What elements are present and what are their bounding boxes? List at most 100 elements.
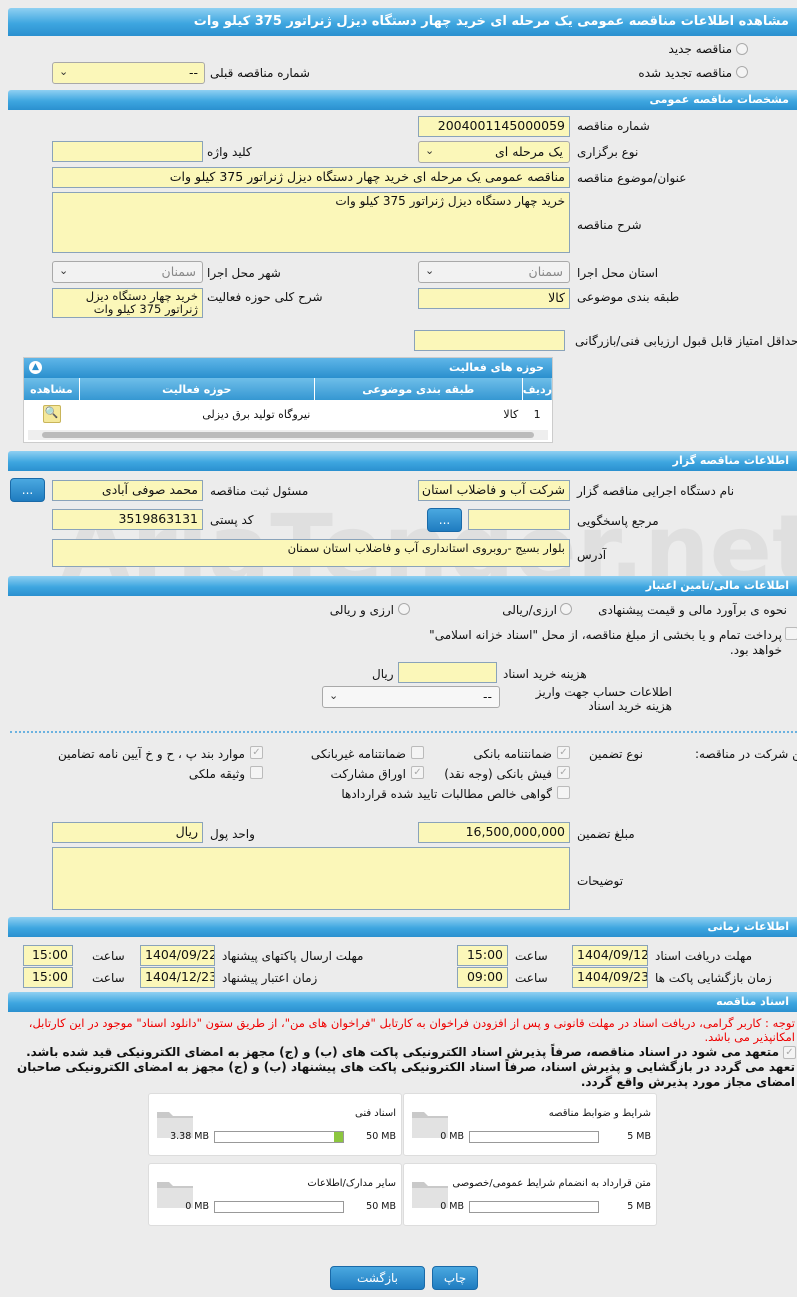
doc-deadline-time[interactable]: 15:00 <box>457 945 508 966</box>
radio-currency-rial[interactable] <box>560 603 572 615</box>
col-index: ردیف <box>521 378 552 400</box>
guarantee-amount-field[interactable]: 16,500,000,000 <box>418 822 570 843</box>
label: ارزی/ریالی <box>502 603 557 617</box>
folder-icon <box>412 1182 448 1208</box>
file-size: 3.38 MB <box>170 1131 209 1142</box>
file-contract[interactable]: متن قرارداد به انضمام شرایط عمومی/خصوصی … <box>403 1163 657 1226</box>
select-value: -- <box>188 65 198 80</box>
activities-panel: حوزه های فعالیت ▲ ردیف طبقه بندی موضوعی ح… <box>23 357 553 443</box>
file-size: 0 MB <box>440 1201 464 1212</box>
select-value: -- <box>483 689 493 704</box>
label: ضمانتنامه بانکی <box>473 747 552 761</box>
validity-time[interactable]: 15:00 <box>23 967 73 988</box>
reference-field[interactable] <box>468 509 570 530</box>
commitment-checkbox[interactable]: ✓ <box>783 1046 796 1059</box>
file-name: اسناد فنی <box>355 1108 396 1119</box>
file-name: سایر مدارک/اطلاعات <box>307 1178 396 1189</box>
label: واحد پول <box>210 827 255 841</box>
checkbox-cash-receipt[interactable]: ✓ <box>557 766 570 779</box>
responsible-field[interactable]: محمد صوفی آبادی <box>52 480 203 501</box>
label: نوع برگزاری <box>577 145 639 159</box>
label: مهلت دریافت اسناد <box>655 949 753 963</box>
account-select[interactable]: -- ⌄ <box>322 686 500 708</box>
category-field[interactable]: کالا <box>418 288 570 309</box>
select-value: سمنان <box>528 264 563 279</box>
keyword-field[interactable] <box>52 141 203 162</box>
prev-number-label: شماره مناقصه قبلی <box>210 66 310 80</box>
tender-number-field[interactable]: 2004001145000059 <box>418 116 570 137</box>
label: تضمین شرکت در مناقصه: <box>695 747 797 761</box>
doc-fee-field[interactable] <box>398 662 497 683</box>
treasury-label: پرداخت تمام و یا بخشی از مبلغ مناقصه، از… <box>429 628 782 657</box>
label: گواهی خالص مطالبات تایید شده قراردادها <box>341 787 552 801</box>
activities-title: حوزه های فعالیت <box>449 361 544 374</box>
label: اطلاعات حساب جهت واریز هزینه خرید اسناد <box>535 685 672 713</box>
chevron-down-icon: ⌄ <box>329 689 339 702</box>
label: شهر محل اجرا <box>207 266 281 280</box>
label: زمان اعتبار پیشنهاد <box>222 971 318 985</box>
checkbox-bank-guarantee[interactable]: ✓ <box>557 746 570 759</box>
file-max: 5 MB <box>627 1131 651 1142</box>
horizontal-scrollbar[interactable] <box>28 430 548 440</box>
collapse-icon[interactable]: ▲ <box>29 361 42 374</box>
responsible-more-button[interactable]: ... <box>10 478 45 502</box>
scope-textarea[interactable]: خرید چهار دستگاه دیزل ژنراتور 375 کیلو و… <box>52 288 203 318</box>
notes-textarea[interactable] <box>52 847 570 910</box>
label: فیش بانکی (وجه نقد) <box>444 767 552 781</box>
checkbox-bylaw-items[interactable]: ✓ <box>250 746 263 759</box>
col-category: طبقه بندی موضوعی <box>313 378 523 400</box>
file-size: 0 MB <box>440 1131 464 1142</box>
type-select[interactable]: یک مرحله ای ⌄ <box>418 141 570 163</box>
print-button[interactable]: چاپ <box>432 1266 478 1290</box>
address-field[interactable]: بلوار بسیج -روبروی استانداری آب و فاضلاب… <box>52 539 570 567</box>
label: زمان بازگشایی پاکت ها <box>655 971 772 985</box>
cell-category: کالا <box>503 407 519 421</box>
checkbox-bonds[interactable]: ✓ <box>411 766 424 779</box>
postal-code-field[interactable]: 3519863131 <box>52 509 203 530</box>
radio-currency-and-rial[interactable] <box>398 603 410 615</box>
reference-more-button[interactable]: ... <box>427 508 462 532</box>
checkbox-nonbank-guarantee[interactable] <box>411 746 424 759</box>
prev-number-select[interactable]: -- ⌄ <box>52 62 205 84</box>
currency-field[interactable]: ریال <box>52 822 203 843</box>
file-max: 50 MB <box>366 1131 396 1142</box>
label: مرجع پاسخگویی <box>577 514 659 528</box>
col-field: حوزه فعالیت <box>78 378 315 400</box>
checkbox-property-collateral[interactable] <box>250 766 263 779</box>
chevron-down-icon: ⌄ <box>425 264 435 277</box>
treasury-checkbox[interactable] <box>785 627 797 640</box>
checkbox-receivables-certificate[interactable] <box>557 786 570 799</box>
org-field[interactable]: شرکت آب و فاضلاب استان <box>418 480 570 501</box>
file-max: 50 MB <box>366 1201 396 1212</box>
page-title: مشاهده اطلاعات مناقصه عمومی یک مرحله ای … <box>8 8 797 36</box>
file-max: 5 MB <box>627 1201 651 1212</box>
opening-date[interactable]: 1404/09/23 <box>572 967 648 988</box>
col-view: مشاهده <box>30 382 73 396</box>
doc-deadline-date[interactable]: 1404/09/12 <box>572 945 648 966</box>
notice-text: توجه : کاربر گرامی، دریافت اسناد در مهلت… <box>28 1016 795 1044</box>
validity-date[interactable]: 1404/12/23 <box>140 967 215 988</box>
label: وثیقه ملکی <box>188 767 245 781</box>
file-other[interactable]: سایر مدارک/اطلاعات 0 MB 50 MB <box>148 1163 402 1226</box>
file-conditions[interactable]: شرایط و ضوابط مناقصه 0 MB 5 MB <box>403 1093 657 1156</box>
send-deadline-date[interactable]: 1404/09/22 <box>140 945 215 966</box>
radio-new[interactable] <box>736 43 748 55</box>
radio-renewed[interactable] <box>736 66 748 78</box>
label: عنوان/موضوع مناقصه <box>577 171 687 185</box>
label: استان محل اجرا <box>577 266 659 280</box>
city-select[interactable]: سمنان ⌄ <box>52 261 203 283</box>
label: کلید واژه <box>207 145 252 159</box>
description-textarea[interactable]: خرید چهار دستگاه دیزل ژنراتور 375 کیلو و… <box>52 192 570 253</box>
province-select[interactable]: سمنان ⌄ <box>418 261 570 283</box>
view-icon[interactable]: 🔍 <box>24 400 79 428</box>
label: آدرس <box>577 548 607 562</box>
select-value: یک مرحله ای <box>494 144 563 159</box>
back-button[interactable]: بازگشت <box>330 1266 425 1290</box>
send-deadline-time[interactable]: 15:00 <box>23 945 73 966</box>
opening-time[interactable]: 09:00 <box>457 967 508 988</box>
subject-field[interactable]: مناقصه عمومی یک مرحله ای خرید چهار دستگا… <box>52 167 570 188</box>
label: موارد بند پ ، ح و خ آیین نامه تضامین <box>57 747 245 761</box>
label: نام دستگاه اجرایی مناقصه گزار <box>577 484 735 498</box>
file-technical[interactable]: اسناد فنی 3.38 MB 50 MB <box>148 1093 402 1156</box>
min-score-field[interactable] <box>414 330 565 351</box>
